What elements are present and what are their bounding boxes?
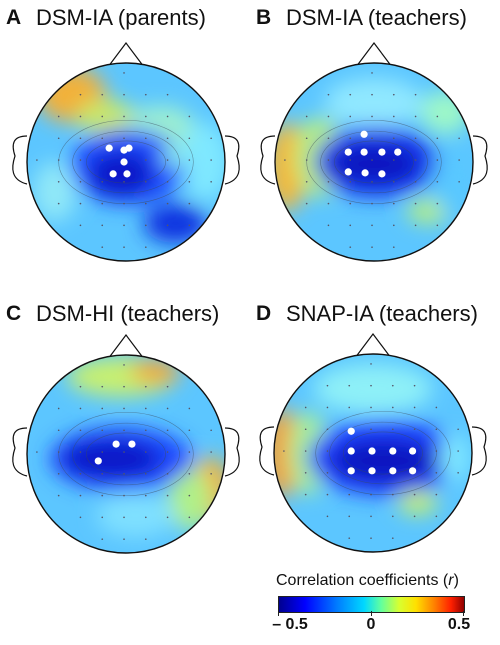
panel-letter-b: B	[256, 6, 272, 29]
panel-letter-c: C	[6, 302, 22, 325]
panel-title-a: DSM-IA (parents)	[36, 5, 206, 30]
significant-electrode	[347, 427, 355, 435]
colorbar-tick-mid	[371, 611, 372, 616]
significant-electrode	[360, 130, 368, 138]
significant-electrode	[347, 467, 355, 475]
topomap-a	[12, 42, 240, 262]
panel-c: C DSM-HI (teachers)	[0, 296, 250, 596]
colorbar-tick-min	[278, 611, 279, 616]
significant-electrode	[378, 170, 386, 178]
significant-electrode	[125, 144, 133, 152]
left-ear-outline	[260, 135, 276, 185]
significant-electrode	[120, 158, 128, 166]
head-outline	[273, 353, 473, 553]
topography-field	[274, 354, 472, 552]
significant-electrode	[361, 169, 369, 177]
significant-electrode	[368, 447, 376, 455]
legend-title-text: Correlation coefficients	[276, 572, 439, 589]
right-ear-outline	[224, 135, 240, 185]
panel-letter-d: D	[256, 302, 272, 325]
nose-outline	[107, 334, 145, 360]
significant-electrode	[105, 144, 113, 152]
left-ear-outline	[259, 426, 275, 476]
panel-letter-a: A	[6, 6, 22, 29]
colorbar-tick-max	[463, 611, 464, 616]
topomap-b	[260, 42, 488, 262]
significant-electrode	[94, 457, 102, 465]
topography-field	[27, 63, 225, 261]
significant-electrode	[409, 447, 417, 455]
legend-title: Correlation coefficients (r)	[276, 572, 459, 589]
panel-title-c: DSM-HI (teachers)	[36, 301, 220, 326]
panel-d: D SNAP-IA (teachers)	[250, 296, 500, 596]
legend-variable: r	[448, 572, 454, 589]
head-outline	[26, 354, 226, 554]
topomap-d	[259, 333, 487, 553]
nose-outline	[354, 333, 392, 359]
topomap-c	[12, 334, 240, 554]
significant-electrode	[344, 168, 352, 176]
colorbar-label-max: 0.5	[447, 616, 471, 633]
nose-outline	[355, 42, 393, 68]
significant-electrode	[109, 170, 117, 178]
colorbar-legend: Correlation coefficients (r) – 0.5 0 0.5	[266, 568, 496, 640]
nose-outline	[107, 42, 145, 68]
panel-b: B DSM-IA (teachers)	[250, 0, 500, 300]
significant-electrode	[389, 467, 397, 475]
head-outline	[274, 62, 474, 262]
significant-electrode	[389, 447, 397, 455]
left-ear-outline	[12, 135, 28, 185]
colorbar-label-mid: 0	[366, 616, 376, 633]
panel-title-b: DSM-IA (teachers)	[286, 5, 467, 30]
significant-electrode	[347, 447, 355, 455]
significant-electrode	[394, 148, 402, 156]
significant-electrode	[344, 148, 352, 156]
colorbar-label-min: – 0.5	[272, 616, 308, 633]
right-ear-outline	[224, 427, 240, 477]
significant-electrode	[378, 148, 386, 156]
right-ear-outline	[472, 135, 488, 185]
significant-electrode	[368, 467, 376, 475]
significant-electrode	[123, 170, 131, 178]
right-ear-outline	[471, 426, 487, 476]
topography-field	[27, 355, 225, 553]
significant-electrode	[409, 467, 417, 475]
significant-electrode	[112, 440, 120, 448]
topography-field	[275, 63, 473, 261]
significant-electrode	[360, 148, 368, 156]
head-outline	[26, 62, 226, 262]
significant-electrode	[128, 440, 136, 448]
panel-title-d: SNAP-IA (teachers)	[286, 301, 478, 326]
left-ear-outline	[12, 427, 28, 477]
panel-a: A DSM-IA (parents)	[0, 0, 250, 300]
